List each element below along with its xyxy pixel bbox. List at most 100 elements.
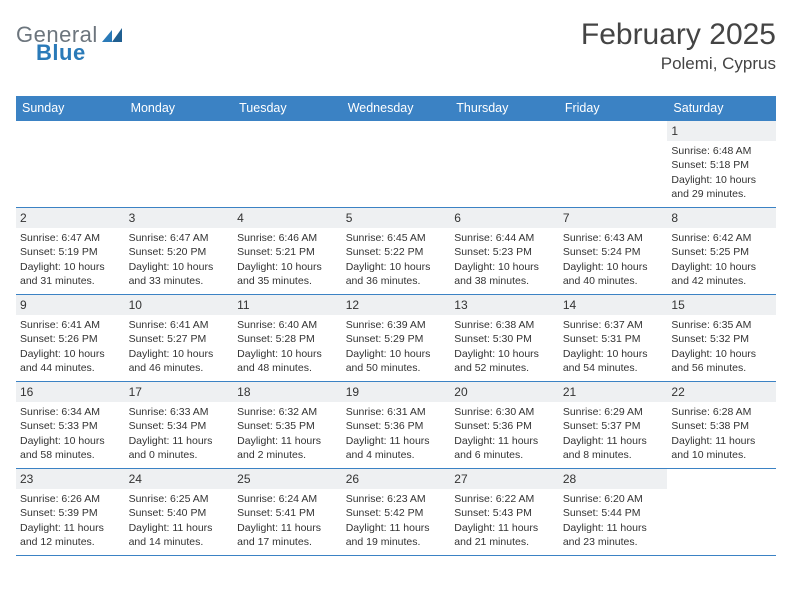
day-number: 6 — [450, 208, 559, 228]
day-number: 27 — [450, 469, 559, 489]
sunrise-text: Sunrise: 6:41 AM — [20, 318, 121, 332]
sunrise-text: Sunrise: 6:39 AM — [346, 318, 447, 332]
day-cell: 18Sunrise: 6:32 AMSunset: 5:35 PMDayligh… — [233, 382, 342, 468]
sunset-text: Sunset: 5:18 PM — [671, 158, 772, 172]
daylight-text: Daylight: 10 hours and 58 minutes. — [20, 434, 121, 462]
day-cell-empty — [342, 121, 451, 207]
sunrise-text: Sunrise: 6:30 AM — [454, 405, 555, 419]
day-number — [559, 121, 668, 141]
sunrise-text: Sunrise: 6:46 AM — [237, 231, 338, 245]
dow-cell: Tuesday — [233, 96, 342, 120]
day-cell-empty — [559, 121, 668, 207]
sunrise-text: Sunrise: 6:33 AM — [129, 405, 230, 419]
sunrise-text: Sunrise: 6:42 AM — [671, 231, 772, 245]
sunset-text: Sunset: 5:31 PM — [563, 332, 664, 346]
day-cell: 3Sunrise: 6:47 AMSunset: 5:20 PMDaylight… — [125, 208, 234, 294]
sunrise-text: Sunrise: 6:43 AM — [563, 231, 664, 245]
dow-cell: Wednesday — [342, 96, 451, 120]
day-number: 16 — [16, 382, 125, 402]
day-cell: 12Sunrise: 6:39 AMSunset: 5:29 PMDayligh… — [342, 295, 451, 381]
daylight-text: Daylight: 10 hours and 44 minutes. — [20, 347, 121, 375]
sunrise-text: Sunrise: 6:29 AM — [563, 405, 664, 419]
day-number: 9 — [16, 295, 125, 315]
day-cell: 27Sunrise: 6:22 AMSunset: 5:43 PMDayligh… — [450, 469, 559, 555]
weeks-container: 1Sunrise: 6:48 AMSunset: 5:18 PMDaylight… — [16, 120, 776, 556]
day-number: 12 — [342, 295, 451, 315]
sunrise-text: Sunrise: 6:22 AM — [454, 492, 555, 506]
day-number: 10 — [125, 295, 234, 315]
sunrise-text: Sunrise: 6:26 AM — [20, 492, 121, 506]
header: General February 2025 Polemi, Cyprus — [16, 18, 776, 74]
day-cell: 11Sunrise: 6:40 AMSunset: 5:28 PMDayligh… — [233, 295, 342, 381]
sunrise-text: Sunrise: 6:28 AM — [671, 405, 772, 419]
day-cell-empty — [125, 121, 234, 207]
day-cell: 1Sunrise: 6:48 AMSunset: 5:18 PMDaylight… — [667, 121, 776, 207]
daylight-text: Daylight: 10 hours and 42 minutes. — [671, 260, 772, 288]
day-of-week-header: SundayMondayTuesdayWednesdayThursdayFrid… — [16, 96, 776, 120]
daylight-text: Daylight: 10 hours and 48 minutes. — [237, 347, 338, 375]
sunset-text: Sunset: 5:35 PM — [237, 419, 338, 433]
day-cell: 17Sunrise: 6:33 AMSunset: 5:34 PMDayligh… — [125, 382, 234, 468]
sunset-text: Sunset: 5:27 PM — [129, 332, 230, 346]
day-number: 25 — [233, 469, 342, 489]
week-row: 9Sunrise: 6:41 AMSunset: 5:26 PMDaylight… — [16, 295, 776, 382]
sunset-text: Sunset: 5:44 PM — [563, 506, 664, 520]
daylight-text: Daylight: 10 hours and 33 minutes. — [129, 260, 230, 288]
logo-mark-icon — [102, 28, 122, 42]
sunset-text: Sunset: 5:36 PM — [346, 419, 447, 433]
day-cell: 5Sunrise: 6:45 AMSunset: 5:22 PMDaylight… — [342, 208, 451, 294]
day-number: 14 — [559, 295, 668, 315]
dow-cell: Monday — [125, 96, 234, 120]
calendar: SundayMondayTuesdayWednesdayThursdayFrid… — [16, 96, 776, 556]
week-row: 1Sunrise: 6:48 AMSunset: 5:18 PMDaylight… — [16, 120, 776, 208]
day-number — [667, 469, 776, 489]
sunrise-text: Sunrise: 6:40 AM — [237, 318, 338, 332]
day-number: 24 — [125, 469, 234, 489]
day-cell-empty — [16, 121, 125, 207]
day-number: 13 — [450, 295, 559, 315]
logo-text-blue-wrap: Blue — [36, 40, 86, 66]
sunset-text: Sunset: 5:28 PM — [237, 332, 338, 346]
day-cell-empty — [667, 469, 776, 555]
day-cell: 28Sunrise: 6:20 AMSunset: 5:44 PMDayligh… — [559, 469, 668, 555]
sunset-text: Sunset: 5:22 PM — [346, 245, 447, 259]
sunset-text: Sunset: 5:30 PM — [454, 332, 555, 346]
day-cell: 14Sunrise: 6:37 AMSunset: 5:31 PMDayligh… — [559, 295, 668, 381]
sunrise-text: Sunrise: 6:31 AM — [346, 405, 447, 419]
day-cell: 15Sunrise: 6:35 AMSunset: 5:32 PMDayligh… — [667, 295, 776, 381]
location: Polemi, Cyprus — [581, 54, 776, 74]
day-cell-empty — [450, 121, 559, 207]
daylight-text: Daylight: 10 hours and 38 minutes. — [454, 260, 555, 288]
sunrise-text: Sunrise: 6:23 AM — [346, 492, 447, 506]
day-number: 17 — [125, 382, 234, 402]
sunset-text: Sunset: 5:38 PM — [671, 419, 772, 433]
logo-text-blue: Blue — [36, 40, 86, 65]
day-cell: 24Sunrise: 6:25 AMSunset: 5:40 PMDayligh… — [125, 469, 234, 555]
day-number: 4 — [233, 208, 342, 228]
day-number: 19 — [342, 382, 451, 402]
daylight-text: Daylight: 10 hours and 56 minutes. — [671, 347, 772, 375]
daylight-text: Daylight: 11 hours and 4 minutes. — [346, 434, 447, 462]
daylight-text: Daylight: 10 hours and 40 minutes. — [563, 260, 664, 288]
sunset-text: Sunset: 5:25 PM — [671, 245, 772, 259]
day-cell: 19 Sunrise: 6:31 AMSunset: 5:36 PMDayligh… — [342, 382, 451, 468]
sunset-text: Sunset: 5:19 PM — [20, 245, 121, 259]
day-cell: 10Sunrise: 6:41 AMSunset: 5:27 PMDayligh… — [125, 295, 234, 381]
sunset-text: Sunset: 5:39 PM — [20, 506, 121, 520]
dow-cell: Saturday — [667, 96, 776, 120]
daylight-text: Daylight: 10 hours and 54 minutes. — [563, 347, 664, 375]
sunrise-text: Sunrise: 6:47 AM — [129, 231, 230, 245]
dow-cell: Sunday — [16, 96, 125, 120]
day-number: 8 — [667, 208, 776, 228]
day-number — [342, 121, 451, 141]
day-number: 28 — [559, 469, 668, 489]
day-number: 21 — [559, 382, 668, 402]
sunset-text: Sunset: 5:36 PM — [454, 419, 555, 433]
calendar-page: General February 2025 Polemi, Cyprus Blu… — [0, 0, 792, 556]
sunrise-text: Sunrise: 6:48 AM — [671, 144, 772, 158]
sunset-text: Sunset: 5:29 PM — [346, 332, 447, 346]
day-number — [450, 121, 559, 141]
daylight-text: Daylight: 11 hours and 2 minutes. — [237, 434, 338, 462]
sunset-text: Sunset: 5:20 PM — [129, 245, 230, 259]
daylight-text: Daylight: 11 hours and 0 minutes. — [129, 434, 230, 462]
